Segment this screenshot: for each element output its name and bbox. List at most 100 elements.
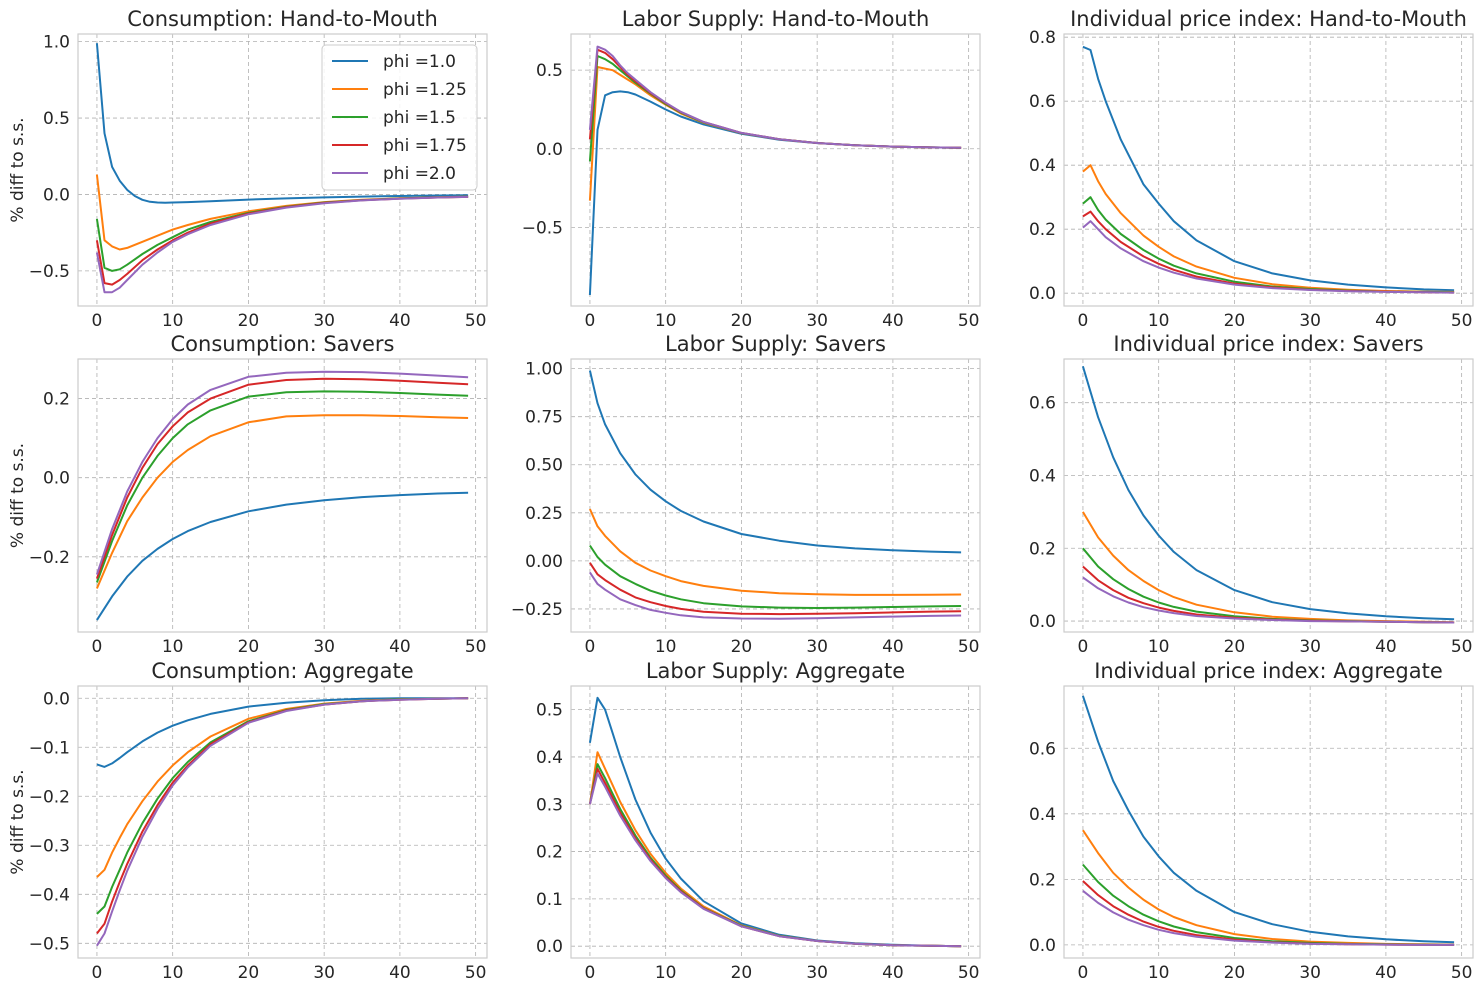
x-tick-label: 20 bbox=[731, 311, 753, 331]
y-tick-label: 0.00 bbox=[525, 552, 563, 572]
legend-box bbox=[321, 44, 478, 191]
series-line-1-75 bbox=[95, 377, 469, 579]
subplot-5: 0 10 20 30 40 50 −0.25 0.00 0.25 0.50 0.75 1.00 Labo… bbox=[511, 332, 981, 657]
x-tick-label: 30 bbox=[1299, 963, 1321, 983]
subplot-9: 0 10 20 30 40 50 0.0 0.2 0.4 0.6 Individual price … bbox=[1029, 659, 1474, 983]
x-tick-label: 30 bbox=[1299, 311, 1321, 331]
subplot-title: Individual price index: Savers bbox=[1113, 332, 1423, 356]
x-tick-label: 0 bbox=[585, 311, 596, 331]
y-tick-label: 0.1 bbox=[536, 890, 563, 910]
series-line-2-0 bbox=[95, 370, 469, 575]
y-axis-label: % diff to s.s. bbox=[8, 117, 28, 222]
axes-frame bbox=[1063, 685, 1474, 959]
axes-frame bbox=[77, 33, 488, 307]
legend-entry-label: phi =1.5 bbox=[383, 108, 456, 128]
x-tick-label: 0 bbox=[1078, 311, 1089, 331]
series-line-1-0 bbox=[588, 90, 962, 296]
axes-frame bbox=[77, 685, 488, 959]
x-tick-label: 40 bbox=[389, 637, 411, 657]
series-line-1-0 bbox=[1081, 695, 1455, 944]
y-tick-label: 0.0 bbox=[1029, 284, 1056, 304]
series-line-1-5 bbox=[95, 390, 469, 583]
x-tick-label: 0 bbox=[92, 963, 103, 983]
y-tick-label: 0.6 bbox=[1029, 92, 1056, 112]
x-tick-label: 40 bbox=[882, 963, 904, 983]
axes-frame bbox=[570, 685, 981, 959]
subplot-title: Consumption: Savers bbox=[171, 332, 395, 356]
x-tick-label: 50 bbox=[465, 963, 487, 983]
series-line-1-5 bbox=[1082, 196, 1455, 294]
subplot-7: 0 10 20 30 40 50 −0.5 −0.4 −0.3 −0.2 −0.1 0.0 Consum… bbox=[8, 659, 488, 983]
x-tick-label: 10 bbox=[1148, 311, 1170, 331]
x-tick-label: 40 bbox=[882, 637, 904, 657]
y-tick-label: 0.6 bbox=[1029, 394, 1056, 414]
x-tick-label: 30 bbox=[313, 963, 335, 983]
series-line-2-0 bbox=[589, 571, 962, 620]
x-tick-label: 0 bbox=[585, 963, 596, 983]
x-tick-label: 10 bbox=[655, 637, 677, 657]
y-tick-label: 0.0 bbox=[536, 140, 563, 160]
x-tick-label: 0 bbox=[585, 637, 596, 657]
y-tick-label: 0.25 bbox=[525, 504, 563, 524]
subplot-8: 0 10 20 30 40 50 0.0 0.1 0.2 0.3 0.4 0.5 Labor Suppl… bbox=[536, 659, 981, 983]
y-tick-label: 0.5 bbox=[43, 109, 70, 129]
x-tick-label: 40 bbox=[1375, 637, 1397, 657]
x-tick-label: 0 bbox=[1078, 963, 1089, 983]
x-tick-label: 30 bbox=[806, 637, 828, 657]
series-line-2-0 bbox=[588, 772, 962, 948]
series-line-1-0 bbox=[1081, 366, 1455, 621]
subplot-title: Labor Supply: Hand-to-Mouth bbox=[622, 7, 930, 31]
subplot-title: Individual price index: Hand-to-Mouth bbox=[1070, 7, 1467, 31]
y-tick-label: −0.25 bbox=[511, 600, 563, 620]
series-line-1-0 bbox=[95, 43, 469, 204]
subplot-1: 0 10 20 30 40 50 −0.5 0.0 0.5 1.0 Consumption: Han… bbox=[8, 7, 488, 331]
y-tick-label: −0.2 bbox=[29, 787, 70, 807]
legend-entry-label: phi =1.0 bbox=[383, 52, 456, 72]
y-tick-label: 0.0 bbox=[43, 689, 70, 709]
x-tick-label: 10 bbox=[655, 311, 677, 331]
x-tick-label: 30 bbox=[806, 963, 828, 983]
x-tick-label: 50 bbox=[465, 637, 487, 657]
x-tick-label: 10 bbox=[162, 637, 184, 657]
y-axis-label: % diff to s.s. bbox=[8, 443, 28, 548]
x-tick-label: 40 bbox=[1375, 963, 1397, 983]
y-tick-label: 0.50 bbox=[525, 456, 563, 476]
x-tick-label: 30 bbox=[806, 311, 828, 331]
x-tick-label: 40 bbox=[389, 311, 411, 331]
y-tick-label: 0.0 bbox=[43, 469, 70, 489]
subplot-4: 0 10 20 30 40 50 −0.2 0.0 0.2 Consumption: Savers… bbox=[8, 332, 488, 657]
series-line-1-25 bbox=[588, 508, 962, 596]
y-tick-label: 0.2 bbox=[1029, 870, 1056, 890]
x-tick-label: 50 bbox=[958, 637, 980, 657]
y-tick-label: 0.0 bbox=[43, 185, 70, 205]
axes-frame bbox=[77, 358, 488, 633]
series-line-2-0 bbox=[1082, 220, 1455, 294]
axes-frame bbox=[1063, 33, 1474, 307]
series-line-1-0 bbox=[96, 697, 469, 768]
x-tick-label: 20 bbox=[1224, 963, 1246, 983]
y-tick-label: 0.8 bbox=[1029, 28, 1056, 48]
series-line-1-75 bbox=[1082, 210, 1455, 294]
series-line-1-75 bbox=[589, 562, 962, 616]
x-tick-label: 20 bbox=[731, 637, 753, 657]
series-line-1-0 bbox=[588, 696, 962, 948]
x-tick-label: 50 bbox=[1451, 963, 1473, 983]
subplot-title: Consumption: Hand-to-Mouth bbox=[127, 7, 438, 31]
series-line-2-0 bbox=[1082, 576, 1455, 624]
y-tick-label: 0.3 bbox=[536, 795, 563, 815]
subplot-title: Labor Supply: Aggregate bbox=[646, 659, 905, 683]
x-tick-label: 10 bbox=[1148, 963, 1170, 983]
x-tick-label: 40 bbox=[389, 963, 411, 983]
series-line-1-0 bbox=[1082, 45, 1455, 292]
series-line-1-75 bbox=[96, 697, 469, 935]
y-tick-label: −0.3 bbox=[29, 836, 70, 856]
y-axis-label: % diff to s.s. bbox=[8, 769, 28, 874]
y-tick-label: 0.2 bbox=[1029, 539, 1056, 559]
legend-entry-label: phi =1.25 bbox=[383, 80, 467, 100]
series-line-1-5 bbox=[1082, 547, 1455, 624]
legend: phi =1.0 phi =1.25 phi =1.5 phi =1.75 phi =2… bbox=[321, 44, 478, 191]
subplot-3: 0 10 20 30 40 50 0.0 0.2 0.4 0.6 0.8 Individual pri… bbox=[1029, 7, 1474, 331]
x-tick-label: 50 bbox=[465, 311, 487, 331]
x-tick-label: 50 bbox=[1451, 311, 1473, 331]
y-tick-label: 0.2 bbox=[1029, 220, 1056, 240]
